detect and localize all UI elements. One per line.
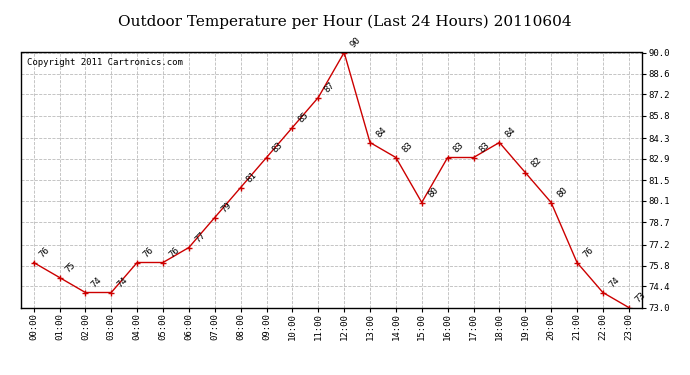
Text: 90: 90 [348, 36, 362, 50]
Text: 87: 87 [322, 81, 337, 95]
Text: 83: 83 [477, 141, 492, 155]
Text: 76: 76 [581, 246, 595, 260]
Text: 75: 75 [63, 261, 78, 275]
Text: 74: 74 [607, 276, 621, 290]
Text: 80: 80 [555, 186, 569, 200]
Text: 74: 74 [115, 276, 130, 290]
Text: 76: 76 [167, 246, 181, 260]
Text: 83: 83 [452, 141, 466, 155]
Text: 83: 83 [400, 141, 414, 155]
Text: 77: 77 [193, 231, 207, 245]
Text: 74: 74 [90, 276, 104, 290]
Text: 85: 85 [297, 111, 310, 125]
Text: 84: 84 [504, 126, 518, 140]
Text: 80: 80 [426, 186, 440, 200]
Text: 81: 81 [245, 171, 259, 185]
Text: 76: 76 [141, 246, 155, 260]
Text: 84: 84 [374, 126, 388, 140]
Text: 76: 76 [38, 246, 52, 260]
Text: 79: 79 [219, 201, 233, 215]
Text: 83: 83 [270, 141, 285, 155]
Text: 73: 73 [633, 291, 647, 305]
Text: 82: 82 [529, 156, 544, 170]
Text: Outdoor Temperature per Hour (Last 24 Hours) 20110604: Outdoor Temperature per Hour (Last 24 Ho… [118, 15, 572, 29]
Text: Copyright 2011 Cartronics.com: Copyright 2011 Cartronics.com [27, 58, 183, 67]
